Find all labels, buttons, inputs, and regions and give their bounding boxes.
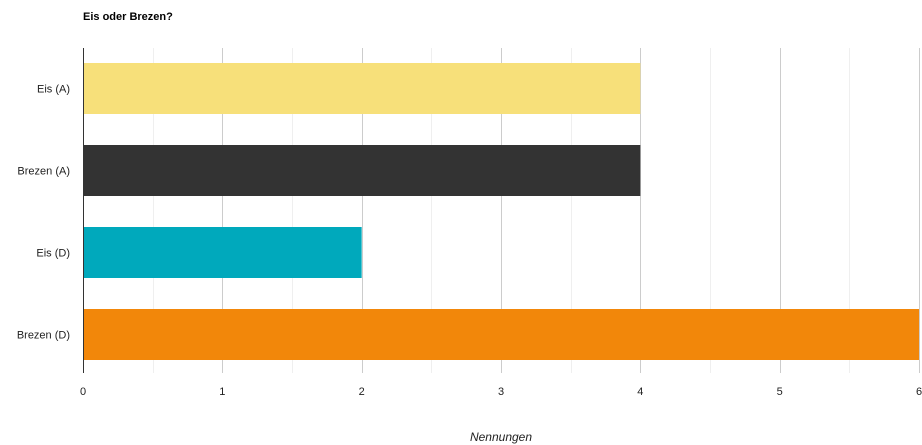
category-label: Eis (A): [37, 84, 70, 96]
category-label: Eis (D): [36, 248, 70, 260]
category-label: Brezen (D): [17, 330, 70, 342]
bar: [83, 309, 919, 360]
x-tick-label: 5: [777, 386, 783, 398]
x-tick-label: 2: [359, 386, 365, 398]
bar: [83, 63, 641, 114]
x-tick-label: 0: [80, 386, 86, 398]
category-label: Brezen (A): [17, 166, 70, 178]
x-tick-label: 1: [219, 386, 225, 398]
x-tick-label: 3: [498, 386, 504, 398]
bar: [83, 227, 362, 278]
x-axis-title: Nennungen: [470, 430, 532, 444]
x-tick-label: 6: [916, 386, 922, 398]
x-tick-label: 4: [637, 386, 643, 398]
chart-title: Eis oder Brezen?: [83, 11, 173, 23]
bar: [83, 145, 641, 196]
